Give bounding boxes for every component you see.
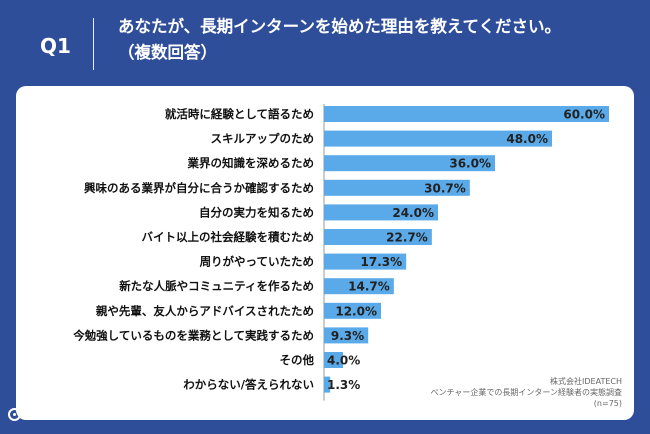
- bar: [324, 352, 343, 368]
- question-line-2: （複数回答）: [118, 43, 217, 62]
- value-label: 60.0%: [563, 108, 605, 122]
- question-line-1: あなたが、長期インターンを始めた理由を教えてください。: [118, 17, 562, 36]
- source-survey: ベンチャー企業での長期インターン経験者の実態調査: [430, 388, 622, 397]
- value-label: 14.7%: [348, 280, 390, 294]
- category-label: わからない/答えられない: [183, 378, 314, 392]
- bar-chart: 就活時に経験として語るため 60.0% スキルアップのため 48.0% 業界の知識を深め…: [72, 104, 609, 401]
- bar: [324, 302, 381, 319]
- bar: [324, 253, 407, 270]
- category-label: 就活時に経験として語るため: [165, 107, 314, 121]
- bar: [324, 229, 432, 245]
- category-label: 今勉強しているものを業務として実践するため: [72, 328, 314, 342]
- brand-logo: リサピー: [8, 404, 80, 424]
- bar: [324, 155, 495, 172]
- bar: [324, 327, 369, 344]
- chart-panel: 就活時に経験として語るため 60.0% スキルアップのため 48.0% 業界の知識を深め…: [16, 86, 634, 420]
- value-label: 9.3%: [331, 329, 364, 343]
- value-label: 36.0%: [449, 157, 491, 171]
- category-label: 親や先輩、友人からアドバイスされたため: [96, 304, 314, 318]
- value-label: 30.7%: [424, 181, 466, 195]
- category-label: 新たな人脈やコミュニティを作るため: [119, 279, 314, 293]
- category-label: 業界の知識を深めるため: [187, 156, 315, 170]
- question-text: あなたが、長期インターンを始めた理由を教えてください。 （複数回答）: [118, 14, 633, 66]
- header: Q1 あなたが、長期インターンを始めた理由を教えてください。 （複数回答）: [0, 0, 650, 86]
- value-label: 48.0%: [506, 132, 548, 146]
- logo-pin-icon: [8, 407, 21, 421]
- source-sample-size: (n=75): [593, 399, 622, 408]
- category-label: 興味のある業界が自分に合うか確認するため: [84, 181, 314, 195]
- value-label: 17.3%: [361, 255, 403, 269]
- category-label: スキルアップのため: [211, 132, 315, 146]
- bar: [324, 204, 438, 221]
- bar: [324, 130, 552, 147]
- header-divider: [93, 18, 94, 70]
- question-number: Q1: [40, 34, 71, 58]
- category-label: 周りがやっていたため: [200, 255, 314, 269]
- category-label: その他: [280, 353, 315, 367]
- logo-text: リサピー: [24, 407, 80, 423]
- value-label: 24.0%: [392, 206, 434, 220]
- value-label: 22.7%: [386, 231, 428, 245]
- value-label: 4.0%: [327, 354, 360, 368]
- bar: [324, 376, 331, 393]
- bar: [324, 179, 470, 196]
- value-label: 12.0%: [335, 304, 377, 318]
- source-note: 株式会社IDEATECH ベンチャー企業での長期インターン経験者の実態調査 (n…: [430, 376, 622, 409]
- bar: [324, 278, 394, 295]
- category-label: 自分の実力を知るため: [199, 205, 314, 219]
- category-label: バイト以上の社会経験を積むため: [142, 230, 315, 244]
- value-label: 1.3%: [327, 378, 360, 392]
- source-company: 株式会社IDEATECH: [550, 377, 622, 386]
- bar: [324, 106, 609, 122]
